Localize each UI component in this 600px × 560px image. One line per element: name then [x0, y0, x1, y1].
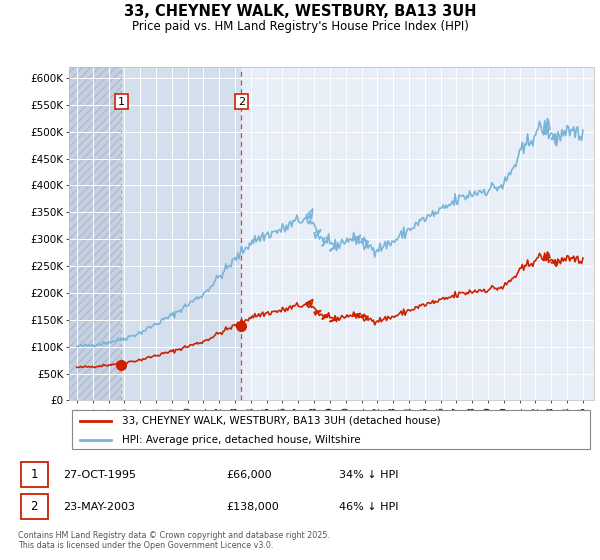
Text: 33, CHEYNEY WALK, WESTBURY, BA13 3UH: 33, CHEYNEY WALK, WESTBURY, BA13 3UH	[124, 4, 476, 19]
FancyBboxPatch shape	[71, 410, 590, 449]
Text: 2: 2	[31, 500, 38, 513]
Text: 46% ↓ HPI: 46% ↓ HPI	[340, 502, 399, 511]
Text: 23-MAY-2003: 23-MAY-2003	[63, 502, 135, 511]
Text: 1: 1	[118, 96, 125, 106]
Polygon shape	[121, 67, 241, 400]
Text: 33, CHEYNEY WALK, WESTBURY, BA13 3UH (detached house): 33, CHEYNEY WALK, WESTBURY, BA13 3UH (de…	[121, 416, 440, 426]
Text: 1: 1	[31, 468, 38, 481]
FancyBboxPatch shape	[21, 461, 48, 487]
Text: £138,000: £138,000	[227, 502, 280, 511]
Text: £66,000: £66,000	[227, 470, 272, 479]
Text: 34% ↓ HPI: 34% ↓ HPI	[340, 470, 399, 479]
Text: 2: 2	[238, 96, 245, 106]
Text: Contains HM Land Registry data © Crown copyright and database right 2025.
This d: Contains HM Land Registry data © Crown c…	[18, 531, 330, 550]
FancyBboxPatch shape	[21, 493, 48, 519]
Text: Price paid vs. HM Land Registry's House Price Index (HPI): Price paid vs. HM Land Registry's House …	[131, 20, 469, 32]
Polygon shape	[69, 67, 121, 400]
Text: 27-OCT-1995: 27-OCT-1995	[63, 470, 136, 479]
Text: HPI: Average price, detached house, Wiltshire: HPI: Average price, detached house, Wilt…	[121, 435, 360, 445]
